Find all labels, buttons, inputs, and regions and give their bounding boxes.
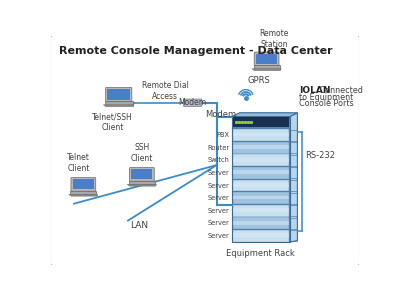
Text: Telnet/SSH
Client: Telnet/SSH Client xyxy=(92,113,133,132)
Text: SSH
Client: SSH Client xyxy=(131,143,153,163)
Text: Server: Server xyxy=(208,220,230,226)
Bar xyxy=(233,195,289,199)
Text: Remote Console Management - Data Center: Remote Console Management - Data Center xyxy=(59,46,332,56)
Text: Telnet
Client: Telnet Client xyxy=(67,153,90,173)
Polygon shape xyxy=(232,113,297,117)
Text: Remote Dial
Access: Remote Dial Access xyxy=(142,81,188,101)
Text: Server: Server xyxy=(208,182,230,189)
FancyBboxPatch shape xyxy=(256,54,277,64)
Text: Server: Server xyxy=(208,195,230,201)
Text: GPRS: GPRS xyxy=(248,76,270,85)
Bar xyxy=(129,181,155,184)
Text: Modem: Modem xyxy=(179,98,207,107)
Bar xyxy=(233,230,289,242)
Polygon shape xyxy=(103,105,134,107)
FancyBboxPatch shape xyxy=(73,179,94,190)
Polygon shape xyxy=(127,184,156,186)
Polygon shape xyxy=(252,69,281,71)
Text: LAN: LAN xyxy=(130,221,149,229)
Bar xyxy=(233,117,289,127)
Polygon shape xyxy=(69,194,98,196)
FancyBboxPatch shape xyxy=(71,178,96,191)
FancyBboxPatch shape xyxy=(50,35,360,266)
Bar xyxy=(233,129,289,141)
Bar xyxy=(232,117,290,242)
Bar xyxy=(233,142,289,154)
Bar xyxy=(70,191,96,194)
Text: Server: Server xyxy=(208,170,230,176)
Bar xyxy=(233,133,289,136)
Polygon shape xyxy=(290,113,297,242)
Bar xyxy=(233,180,289,191)
Text: Server: Server xyxy=(208,208,230,214)
Bar xyxy=(233,192,289,204)
Text: Equipment Rack: Equipment Rack xyxy=(226,249,295,258)
Bar xyxy=(105,101,133,105)
Text: PBX: PBX xyxy=(217,132,230,138)
FancyBboxPatch shape xyxy=(131,169,152,179)
Bar xyxy=(233,145,289,149)
Text: IOLAN: IOLAN xyxy=(299,86,330,95)
Text: Router: Router xyxy=(208,145,230,151)
Text: RS-232: RS-232 xyxy=(305,150,335,160)
FancyBboxPatch shape xyxy=(184,99,202,106)
Text: Connected: Connected xyxy=(318,86,363,95)
Bar xyxy=(233,221,289,224)
Bar xyxy=(233,183,289,187)
Bar xyxy=(233,154,289,166)
Text: Switch: Switch xyxy=(208,157,230,163)
Bar xyxy=(233,205,289,217)
Text: to Equipment: to Equipment xyxy=(299,93,353,102)
Bar xyxy=(233,217,289,229)
Bar xyxy=(233,158,289,162)
Bar xyxy=(233,233,289,237)
Text: Remote
Station: Remote Station xyxy=(260,30,289,49)
FancyBboxPatch shape xyxy=(108,89,130,100)
Text: Console Ports: Console Ports xyxy=(299,99,354,108)
FancyBboxPatch shape xyxy=(254,52,279,66)
Text: Server: Server xyxy=(208,233,230,239)
Text: Modem: Modem xyxy=(205,111,236,119)
FancyBboxPatch shape xyxy=(106,88,132,102)
Bar xyxy=(233,167,289,179)
Bar xyxy=(233,170,289,174)
Bar xyxy=(254,65,280,69)
FancyBboxPatch shape xyxy=(130,167,154,181)
Bar xyxy=(233,208,289,212)
